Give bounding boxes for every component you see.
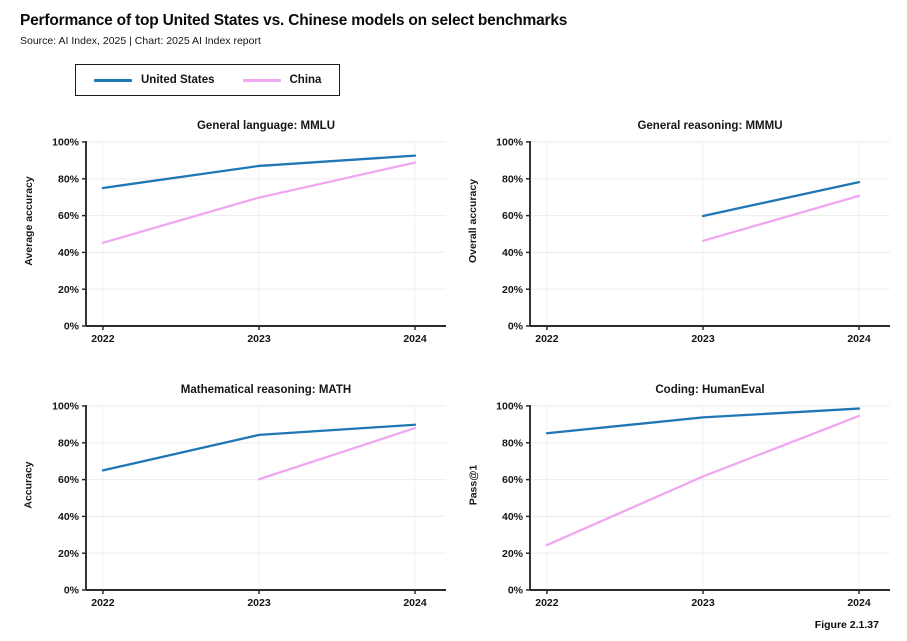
chart-title-mmlu: General language: MMLU (196, 120, 336, 132)
panel-humaneval: Pass@1 Coding: HumanEval 0% 20% 40% 60% 80% 1… (464, 382, 896, 612)
svg-text:80%: 80% (58, 173, 80, 185)
source-note: Source: AI Index, 2025 | Chart: 2025 AI … (20, 35, 261, 47)
svg-text:2024: 2024 (403, 333, 427, 345)
line-plot-mmmu: 0% 20% 40% 60% 80% 100% 2022 2023 2024 (496, 137, 890, 345)
svg-text:100%: 100% (496, 401, 524, 413)
charts-grid: Average accuracy General language: MMLU … (20, 118, 907, 612)
chart-title-mmmu: General reasoning: MMMU (637, 120, 783, 132)
svg-text:2022: 2022 (535, 333, 559, 345)
svg-text:40%: 40% (502, 247, 524, 259)
line-plot-math: 0% 20% 40% 60% 80% 100% 2022 2023 2024 (52, 401, 446, 609)
page-title: Performance of top United States vs. Chi… (20, 12, 568, 29)
line-plot-mmlu: 0% 20% 40% 60% 80% 100% 2022 2023 2024 (52, 137, 446, 345)
y-axis-label-math: Accuracy (23, 461, 35, 509)
china-line-swatch (242, 78, 281, 82)
svg-text:20%: 20% (58, 548, 80, 560)
figure-label: Figure 2.1.37 (814, 619, 879, 631)
chart-title-humaneval: Coding: HumanEval (655, 384, 765, 396)
svg-text:2022: 2022 (91, 597, 115, 609)
legend-item-united-states: United States (94, 74, 215, 86)
svg-text:60%: 60% (502, 210, 524, 222)
svg-text:20%: 20% (502, 284, 524, 296)
legend: United States China (75, 64, 341, 96)
svg-text:0%: 0% (508, 321, 524, 333)
svg-text:2024: 2024 (403, 597, 427, 609)
y-axis-label-mmmu: Overall accuracy (467, 178, 479, 264)
line-plot-humaneval: 0% 20% 40% 60% 80% 100% 2022 2023 2024 (496, 401, 890, 609)
svg-text:40%: 40% (58, 247, 80, 259)
us-line-swatch (94, 78, 132, 82)
y-axis-label-mmlu: Average accuracy (23, 176, 36, 266)
svg-text:80%: 80% (58, 437, 80, 449)
legend-item-china: China (242, 74, 322, 86)
svg-text:60%: 60% (502, 474, 524, 486)
svg-text:2022: 2022 (91, 333, 115, 345)
panel-mmmu: Overall accuracy General reasoning: MMMU… (464, 118, 896, 348)
svg-text:2023: 2023 (247, 333, 271, 345)
legend-label-china: China (289, 74, 322, 86)
panel-math: Accuracy Mathematical reasoning: MATH 0%… (20, 382, 452, 612)
svg-text:0%: 0% (508, 585, 524, 597)
svg-text:2023: 2023 (247, 597, 271, 609)
svg-text:2022: 2022 (535, 597, 559, 609)
svg-text:80%: 80% (502, 437, 524, 449)
svg-text:80%: 80% (502, 173, 524, 185)
y-axis-label-humaneval: Pass@1 (467, 464, 480, 506)
svg-text:20%: 20% (58, 284, 80, 296)
svg-text:0%: 0% (64, 321, 80, 333)
panel-mmlu: Average accuracy General language: MMLU … (20, 118, 452, 348)
svg-text:60%: 60% (58, 210, 80, 222)
svg-text:100%: 100% (496, 137, 524, 149)
svg-text:40%: 40% (502, 511, 524, 523)
svg-text:100%: 100% (52, 401, 80, 413)
svg-text:0%: 0% (64, 585, 80, 597)
svg-text:100%: 100% (52, 137, 80, 149)
svg-text:20%: 20% (502, 548, 524, 560)
legend-label-united-states: United States (141, 74, 215, 86)
svg-text:40%: 40% (58, 511, 80, 523)
chart-title-math: Mathematical reasoning: MATH (180, 384, 352, 396)
svg-text:2023: 2023 (691, 333, 715, 345)
svg-text:2023: 2023 (691, 597, 715, 609)
svg-text:2024: 2024 (847, 597, 871, 609)
svg-text:60%: 60% (58, 474, 80, 486)
svg-text:2024: 2024 (847, 333, 871, 345)
